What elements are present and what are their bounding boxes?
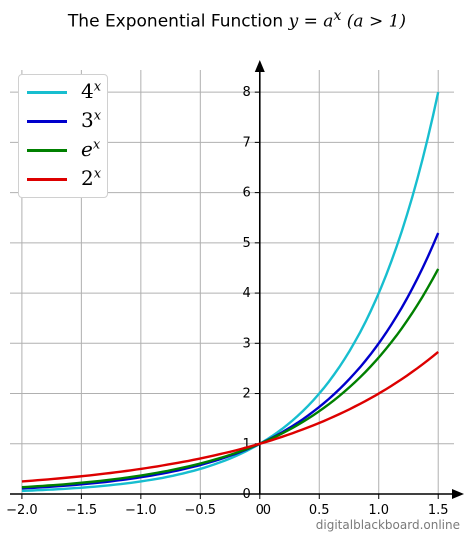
y-tick-label-5: 5: [243, 236, 251, 251]
y-tick-label-4: 4: [243, 286, 251, 301]
chart-title: The Exponential Function y = ax (a > 1): [0, 8, 474, 32]
y-tick-label-1: 1: [243, 437, 251, 452]
x-tick-label-0: −2.0: [6, 503, 38, 518]
legend-label-ex: ex: [81, 137, 101, 161]
x-tick-label-7: 1.5: [428, 503, 449, 518]
y-tick-label-2: 2: [243, 387, 251, 402]
legend-swatch-2x: [27, 178, 67, 181]
x-tick-label-1: −1.5: [66, 503, 98, 518]
title-exponent: x: [333, 8, 342, 24]
credit-text: digitalblackboard.online: [315, 518, 460, 532]
x-origin-label: 0: [263, 503, 271, 518]
series-line-ex: [21, 268, 440, 489]
legend-item-ex: ex: [27, 137, 107, 161]
legend-item-4x: 4x: [27, 79, 107, 103]
title-condition: (a > 1): [346, 11, 407, 32]
x-tick-label-6: 1.0: [368, 503, 389, 518]
x-tick-label-3: −0.5: [185, 503, 217, 518]
y-tick-label-3: 3: [243, 336, 251, 351]
legend-swatch-4x: [27, 91, 67, 94]
series-line-2x: [21, 350, 439, 483]
legend-swatch-3x: [27, 120, 67, 123]
y-axis-arrow: [254, 60, 265, 72]
y-tick-label-7: 7: [243, 135, 251, 150]
title-main: The Exponential Function: [67, 11, 284, 32]
legend-item-2x: 2x: [27, 166, 107, 190]
legend-label-4x: 4x: [81, 79, 102, 103]
x-tick-label-2: −1.0: [125, 503, 157, 518]
x-tick-label-4: 0: [256, 503, 264, 518]
x-tick-label-5: 0.5: [309, 503, 330, 518]
legend-swatch-ex: [27, 149, 67, 152]
legend-label-2x: 2x: [81, 166, 102, 190]
legend-label-3x: 3x: [81, 108, 102, 132]
series-line-4x: [21, 91, 440, 493]
legend: 4x 3x ex 2x: [18, 74, 108, 198]
y-tick-label-8: 8: [243, 85, 251, 100]
y-tick-label-0: 0: [243, 487, 251, 502]
y-tick-label-6: 6: [243, 186, 251, 201]
x-axis-arrow: [452, 489, 464, 499]
legend-item-3x: 3x: [27, 108, 107, 132]
title-math: y = a: [288, 11, 334, 32]
